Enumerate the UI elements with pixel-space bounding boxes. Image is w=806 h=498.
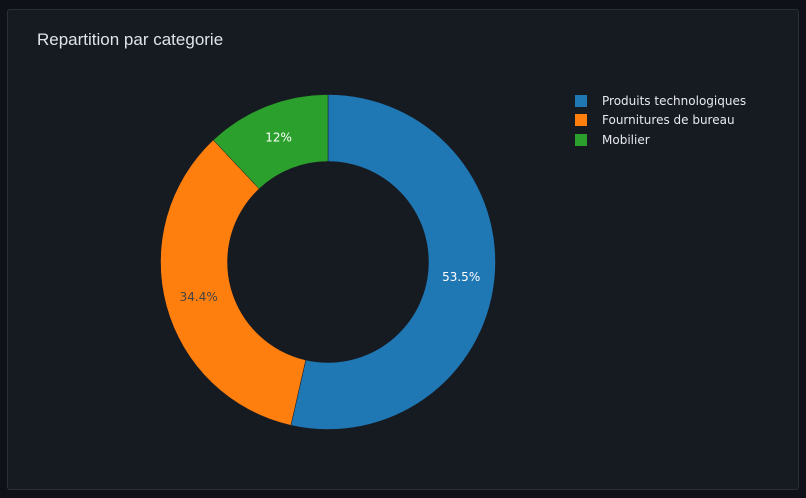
legend-swatch <box>575 94 587 107</box>
legend-item-produits-technologiques[interactable]: Produits technologiques <box>575 91 746 111</box>
legend-swatch <box>575 133 587 146</box>
donut-slice-fournitures-de-bureau[interactable] <box>160 139 307 426</box>
legend-label: Produits technologiques <box>602 93 747 108</box>
legend-swatch <box>575 114 587 127</box>
donut-slice-produits-technologiques[interactable] <box>290 94 496 430</box>
legend-item-fournitures-de-bureau[interactable]: Fournitures de bureau <box>575 111 746 131</box>
chart-title: Repartition par categorie <box>37 30 224 49</box>
donut-slice-mobilier[interactable] <box>212 94 329 190</box>
slice-percent-label: 53.5% <box>442 270 480 284</box>
legend-label: Mobilier <box>602 132 650 147</box>
slice-percent-label: 12% <box>265 130 292 144</box>
chart-legend[interactable]: Produits technologiques Fournitures de b… <box>575 91 746 150</box>
legend-item-mobilier[interactable]: Mobilier <box>575 130 746 150</box>
slice-percent-label: 34.4% <box>180 290 218 304</box>
legend-label: Fournitures de bureau <box>602 113 735 128</box>
